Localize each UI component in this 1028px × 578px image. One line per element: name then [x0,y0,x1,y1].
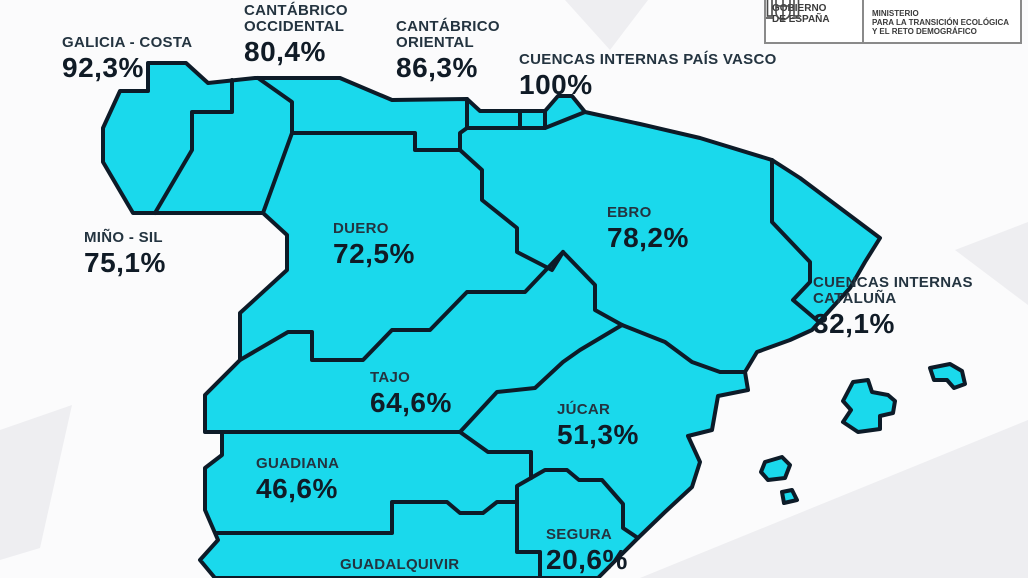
region-label-ebro: EBRO 78,2% [607,204,689,253]
basin-borders [153,76,821,578]
border-minosil-east [256,76,294,215]
border-cantor-west [458,97,469,152]
region-value: 32,1% [813,308,895,339]
region-name: MIÑO - SIL [84,229,163,246]
region-name: GUADALQUIVIR [340,556,460,573]
region-name: CUENCAS INTERNAS PAÍS VASCO [519,51,777,68]
region-label-cuencas-cataluna: CUENCAS INTERNAS CATALUÑA 32,1% [813,274,973,339]
region-label-cantabrico-occidental: CANTÁBRICO OCCIDENTAL 80,4% [244,2,379,67]
region-name: CUENCAS INTERNAS CATALUÑA [813,274,973,307]
region-name: SEGURA [546,526,612,543]
border-north-strip [465,110,587,130]
region-label-mino-sil: MIÑO - SIL 75,1% [84,229,166,278]
island-mallorca [841,378,897,434]
logo-left-cell: GOBIERNO DE ESPAÑA [766,0,862,42]
region-name: TAJO [370,369,411,386]
region-label-segura: SEGURA 20,6% [546,526,628,575]
region-label-guadalquivir: GUADALQUIVIR [340,557,459,573]
border-jucar-segura [529,468,640,540]
border-galicia-minosil [153,78,234,215]
region-label-cantabrico-oriental: CANTÁBRICO ORIENTAL 86,3% [396,18,516,83]
border-ebro-cataluna [770,158,821,324]
region-name: DUERO [333,220,389,237]
spain-coat-of-arms-icon [766,0,800,21]
region-value: 78,2% [607,222,689,253]
region-label-jucar: JÚCAR 51,3% [557,401,639,450]
island-menorca [928,362,967,390]
logo-right-cell: TERCERA DEL GOBIERNO MINISTERIO PARA LA … [864,0,1020,42]
border-guadiana-jucar [458,430,533,480]
border-duero-ebro [458,148,565,272]
balearic-islands [759,362,967,505]
region-name: CANTÁBRICO ORIENTAL [396,18,500,51]
region-name: GUADIANA [256,455,340,472]
border-segura-guadalquivir [515,476,542,578]
peninsula-shape [101,61,882,578]
border-tajo-jucar [458,323,624,434]
region-name: JÚCAR [557,401,611,418]
region-label-guadiana: GUADIANA 46,6% [256,455,340,504]
region-label-pais-vasco: CUENCAS INTERNAS PAÍS VASCO 100% [519,51,819,100]
border-duero-tajo [238,250,565,362]
region-value: 51,3% [557,419,639,450]
region-value: 20,6% [546,544,628,575]
border-ebro-jucar [620,323,747,374]
island-formentera [780,488,799,505]
border-tajo-ebro [561,250,624,327]
region-value: 80,4% [244,36,326,67]
region-label-tajo: TAJO 64,6% [370,369,452,418]
region-value: 100% [519,69,593,100]
gobierno-espana-logo: GOBIERNO DE ESPAÑA TERCERA DEL GOBIERNO … [764,0,1022,44]
region-value: 46,6% [256,473,338,504]
region-value: 75,1% [84,247,166,278]
region-label-galicia-costa: GALICIA - COSTA 92,3% [62,34,193,83]
region-name: GALICIA - COSTA [62,34,193,51]
region-name: CANTÁBRICO OCCIDENTAL [244,2,348,35]
logo-ministry-name: MINISTERIO [872,9,919,18]
region-value: 86,3% [396,52,478,83]
region-value: 92,3% [62,52,144,83]
region-name: EBRO [607,204,652,221]
border-guadiana-guadalquivir [214,500,519,535]
border-cantocc-duero [290,131,462,152]
region-value: 72,5% [333,238,415,269]
region-value: 64,6% [370,387,452,418]
logo-divider [862,0,864,42]
logo-ministry-dept: PARA LA TRANSICIÓN ECOLÓGICA Y EL RETO D… [872,18,1009,36]
region-label-duero: DUERO 72,5% [333,220,415,269]
island-ibiza [759,455,792,482]
